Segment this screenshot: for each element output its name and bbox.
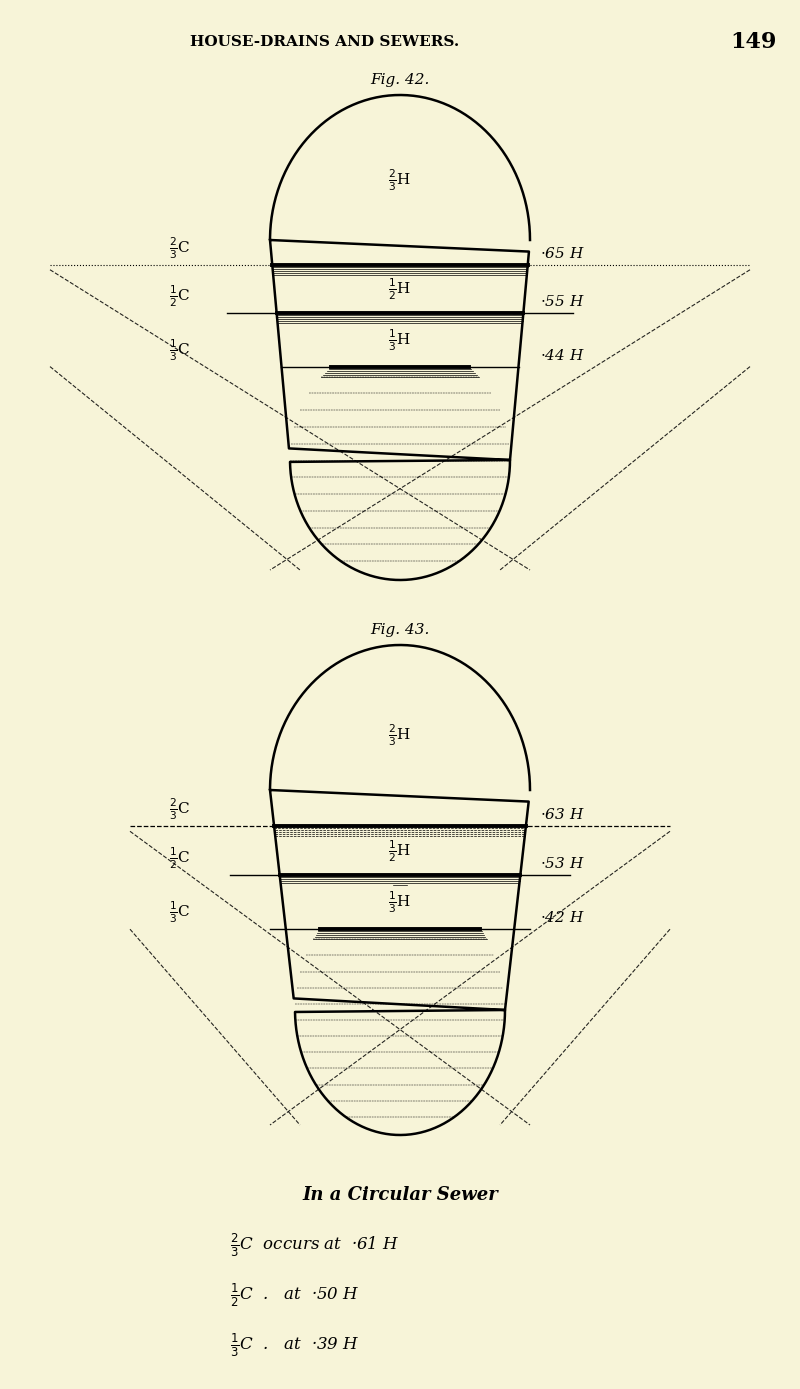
Text: $\mathit{\frac{2}{3}}$C  occurs at  ·61 H: $\mathit{\frac{2}{3}}$C occurs at ·61 H	[230, 1231, 399, 1258]
Text: $\mathit{\frac{1}{2}}$C: $\mathit{\frac{1}{2}}$C	[169, 846, 190, 871]
Text: Fig. 43.: Fig. 43.	[370, 624, 430, 638]
Text: $\cdot$44 H: $\cdot$44 H	[540, 347, 585, 363]
Text: $\mathit{\frac{1}{3}}$C: $\mathit{\frac{1}{3}}$C	[169, 338, 190, 363]
Text: $\cdot$42 H: $\cdot$42 H	[540, 910, 585, 925]
Text: $\cdot$65 H: $\cdot$65 H	[540, 246, 585, 261]
Text: $\mathit{\frac{2}{3}}$C: $\mathit{\frac{2}{3}}$C	[169, 235, 190, 261]
Text: $\cdot$55 H: $\cdot$55 H	[540, 294, 585, 310]
Text: $\mathit{\frac{1}{2}}$H: $\mathit{\frac{1}{2}}$H	[389, 838, 411, 864]
Text: In a Circular Sewer: In a Circular Sewer	[302, 1186, 498, 1204]
Text: $\mathit{\frac{2}{3}}$C: $\mathit{\frac{2}{3}}$C	[169, 797, 190, 822]
Text: $\cdot$63 H: $\cdot$63 H	[540, 807, 585, 822]
Text: $\cdot$53 H: $\cdot$53 H	[540, 856, 585, 871]
Text: $\mathit{\frac{2}{3}}$H: $\mathit{\frac{2}{3}}$H	[389, 722, 411, 749]
Text: $\mathit{\frac{1}{2}}$C  .   at  ·50 H: $\mathit{\frac{1}{2}}$C . at ·50 H	[230, 1281, 359, 1308]
Text: $\mathit{\frac{1}{2}}$H: $\mathit{\frac{1}{2}}$H	[389, 276, 411, 301]
Text: $\mathit{\frac{1}{3}}$H: $\mathit{\frac{1}{3}}$H	[389, 328, 411, 353]
Text: $\mathit{\frac{2}{3}}$H: $\mathit{\frac{2}{3}}$H	[389, 167, 411, 193]
Text: $\mathit{\frac{1}{2}}$C: $\mathit{\frac{1}{2}}$C	[169, 283, 190, 310]
Text: $\mathit{\frac{1}{3}}$C: $\mathit{\frac{1}{3}}$C	[169, 900, 190, 925]
Text: $\mathit{\frac{1}{3}}$H: $\mathit{\frac{1}{3}}$H	[389, 889, 411, 915]
Text: HOUSE-DRAINS AND SEWERS.: HOUSE-DRAINS AND SEWERS.	[190, 35, 459, 49]
Text: $\mathit{\frac{1}{3}}$C  .   at  ·39 H: $\mathit{\frac{1}{3}}$C . at ·39 H	[230, 1331, 359, 1358]
Text: Fig. 42.: Fig. 42.	[370, 74, 430, 88]
Text: 149: 149	[730, 31, 776, 53]
